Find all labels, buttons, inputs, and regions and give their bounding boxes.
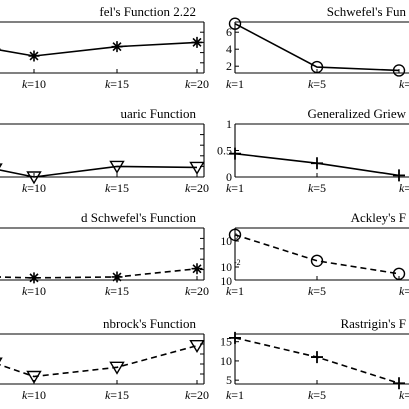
- data-point-circle: [310, 60, 324, 74]
- subplot-p4: k=1 k=5 k=10 0 0.5 1 Generalized Griew: [217, 106, 409, 195]
- subplot-p1: k=10 k=15 k=20 fel's Function 2.22: [0, 4, 209, 91]
- x-tick-label: k=15: [105, 77, 129, 91]
- x-tick-label: k=10: [22, 284, 46, 298]
- x-tick-label: k=5: [308, 284, 326, 298]
- x-tick-label: k=20: [185, 284, 209, 298]
- data-point-plus: [229, 147, 241, 160]
- data-point-asterisk: [28, 50, 40, 62]
- data-point-asterisk: [111, 271, 123, 283]
- chart-title: d Schwefel's Function: [81, 210, 196, 225]
- y-tick-exponent: -2: [234, 258, 241, 267]
- data-point-plus: [229, 331, 241, 344]
- chart-title: Generalized Griew: [307, 106, 406, 121]
- y-tick-label: 10: [221, 276, 233, 288]
- y-tick-label: 0: [226, 170, 232, 184]
- x-tick-label: k=20: [185, 181, 209, 195]
- data-point-asterisk: [0, 48, 1, 50]
- data-point-asterisk: [0, 276, 1, 278]
- subplot-p5: k=10 k=15 k=20 d Schwefel's Function: [0, 210, 209, 298]
- data-point-circle: [392, 267, 406, 280]
- y-tick-exponent: 0: [234, 232, 238, 241]
- y-tick-label: 1: [226, 117, 232, 131]
- y-tick-label: 4: [226, 42, 232, 56]
- x-tick-label: k=1: [226, 77, 244, 91]
- y-tick-label: 15: [220, 335, 232, 349]
- x-tick-label: k=20: [185, 388, 209, 402]
- chart-title: Rastrigin's F: [340, 316, 406, 331]
- x-tick-label: k=10: [399, 181, 409, 195]
- series-line: [0, 165, 198, 178]
- y-tick-label: 2: [226, 59, 232, 73]
- y-tick-label: 10: [221, 262, 233, 274]
- data-point-triangle-down: [26, 171, 42, 185]
- y-tick-label: 5: [226, 373, 232, 387]
- x-tick-label: k=5: [308, 388, 326, 402]
- data-point-triangle-down: [26, 370, 42, 384]
- series-line: [0, 41, 198, 57]
- y-tick-label: 10: [220, 354, 232, 368]
- x-tick-label: k=15: [105, 284, 129, 298]
- x-tick-label: k=1: [226, 181, 244, 195]
- data-point-asterisk: [111, 41, 123, 53]
- y-tick-label: 10: [221, 236, 233, 248]
- data-point-circle: [310, 254, 324, 267]
- series-line: [234, 22, 400, 72]
- series-line: [234, 234, 400, 275]
- data-point-circle: [228, 17, 242, 30]
- subplot-p2: k=1 k=5 k=10 2 4 6 Schwefel's Fun: [226, 4, 409, 91]
- x-tick-label: k=5: [308, 181, 326, 195]
- data-point-plus: [393, 377, 405, 390]
- x-tick-label: k=1: [226, 388, 244, 402]
- data-point-triangle-down: [109, 361, 125, 375]
- data-point-circle: [228, 228, 242, 241]
- chart-title: Schwefel's Fun: [327, 4, 407, 19]
- chart-title: nbrock's Function: [103, 316, 196, 331]
- series-line: [0, 267, 198, 279]
- data-point-plus: [311, 157, 323, 170]
- x-tick-label: k=10: [399, 284, 409, 298]
- subplot-p8: k=1 k=5 k=10 5 10 15 Rastrigin's F: [220, 316, 409, 402]
- chart-title: fel's Function 2.22: [99, 4, 196, 19]
- data-point-asterisk: [28, 272, 40, 284]
- data-point-plus: [393, 169, 405, 182]
- x-tick-label: k=10: [399, 77, 409, 91]
- x-tick-label: k=15: [105, 388, 129, 402]
- subplot-p3: k=10 k=15 k=20 uaric Function: [0, 106, 209, 195]
- series-line: [0, 344, 198, 378]
- x-tick-label: k=10: [399, 388, 409, 402]
- x-tick-label: k=10: [22, 388, 46, 402]
- y-tick-label: 0.5: [217, 144, 232, 158]
- x-tick-label: k=15: [105, 181, 129, 195]
- x-tick-label: k=1: [226, 284, 244, 298]
- chart-title: uaric Function: [121, 106, 197, 121]
- data-point-plus: [311, 351, 323, 364]
- data-point-asterisk: [191, 36, 203, 48]
- subplot-p7: k=10 k=15 k=20 nbrock's Function: [0, 316, 209, 402]
- data-point-triangle-down: [189, 161, 205, 175]
- data-point-triangle-down: [0, 357, 3, 363]
- data-point-asterisk: [191, 263, 203, 275]
- y-tick-label: 6: [226, 25, 232, 39]
- data-point-triangle-down: [109, 160, 125, 174]
- x-tick-label: k=20: [185, 77, 209, 91]
- chart-title: Ackley's F: [351, 210, 406, 225]
- x-tick-label: k=10: [22, 77, 46, 91]
- data-point-circle: [392, 64, 406, 77]
- x-tick-label: k=5: [308, 77, 326, 91]
- data-point-triangle-down: [189, 339, 205, 354]
- x-tick-label: k=10: [22, 181, 46, 195]
